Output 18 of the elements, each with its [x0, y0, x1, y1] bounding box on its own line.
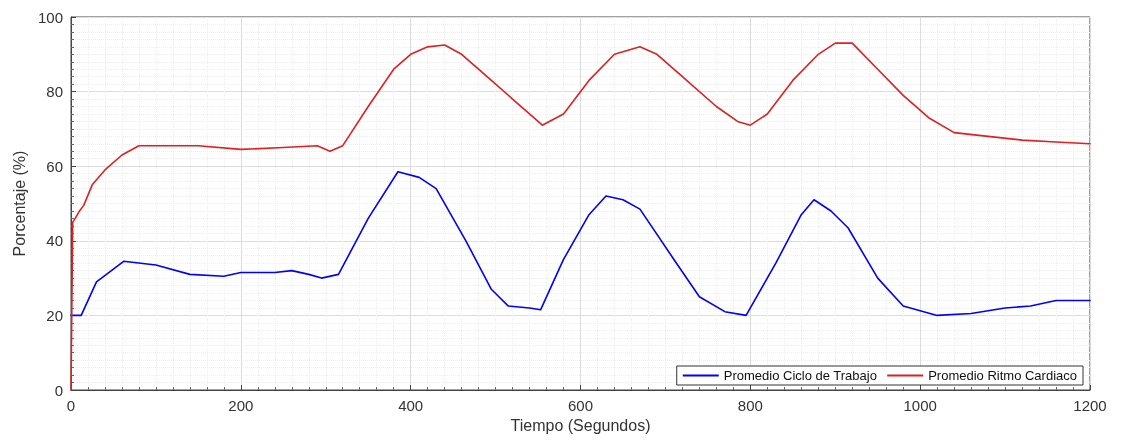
x-axis-title: Tiempo (Segundos) — [510, 417, 651, 435]
y-tick-label: 60 — [46, 157, 63, 175]
line-series — [70, 171, 1091, 317]
y-axis-title: Porcentaje (%) — [10, 150, 28, 257]
legend-label: Promedio Ciclo de Trabajo — [723, 368, 877, 383]
y-tick-label: 100 — [37, 8, 63, 26]
x-tick-label: 600 — [567, 397, 594, 414]
y-tick-label: 80 — [46, 83, 63, 101]
x-tick-label: 200 — [228, 397, 254, 414]
legend-label: Promedio Ritmo Cardiaco — [928, 368, 1078, 383]
x-tick-label: 400 — [398, 397, 424, 414]
x-tick-label: 800 — [737, 397, 763, 414]
x-tick-label: 1000 — [903, 397, 937, 414]
y-tick-label: 20 — [46, 306, 63, 324]
x-tick-label: 1200 — [1073, 397, 1107, 414]
x-tick-label: 0 — [66, 397, 76, 414]
y-tick-label: 0 — [54, 381, 63, 399]
y-tick-label: 40 — [46, 232, 63, 250]
